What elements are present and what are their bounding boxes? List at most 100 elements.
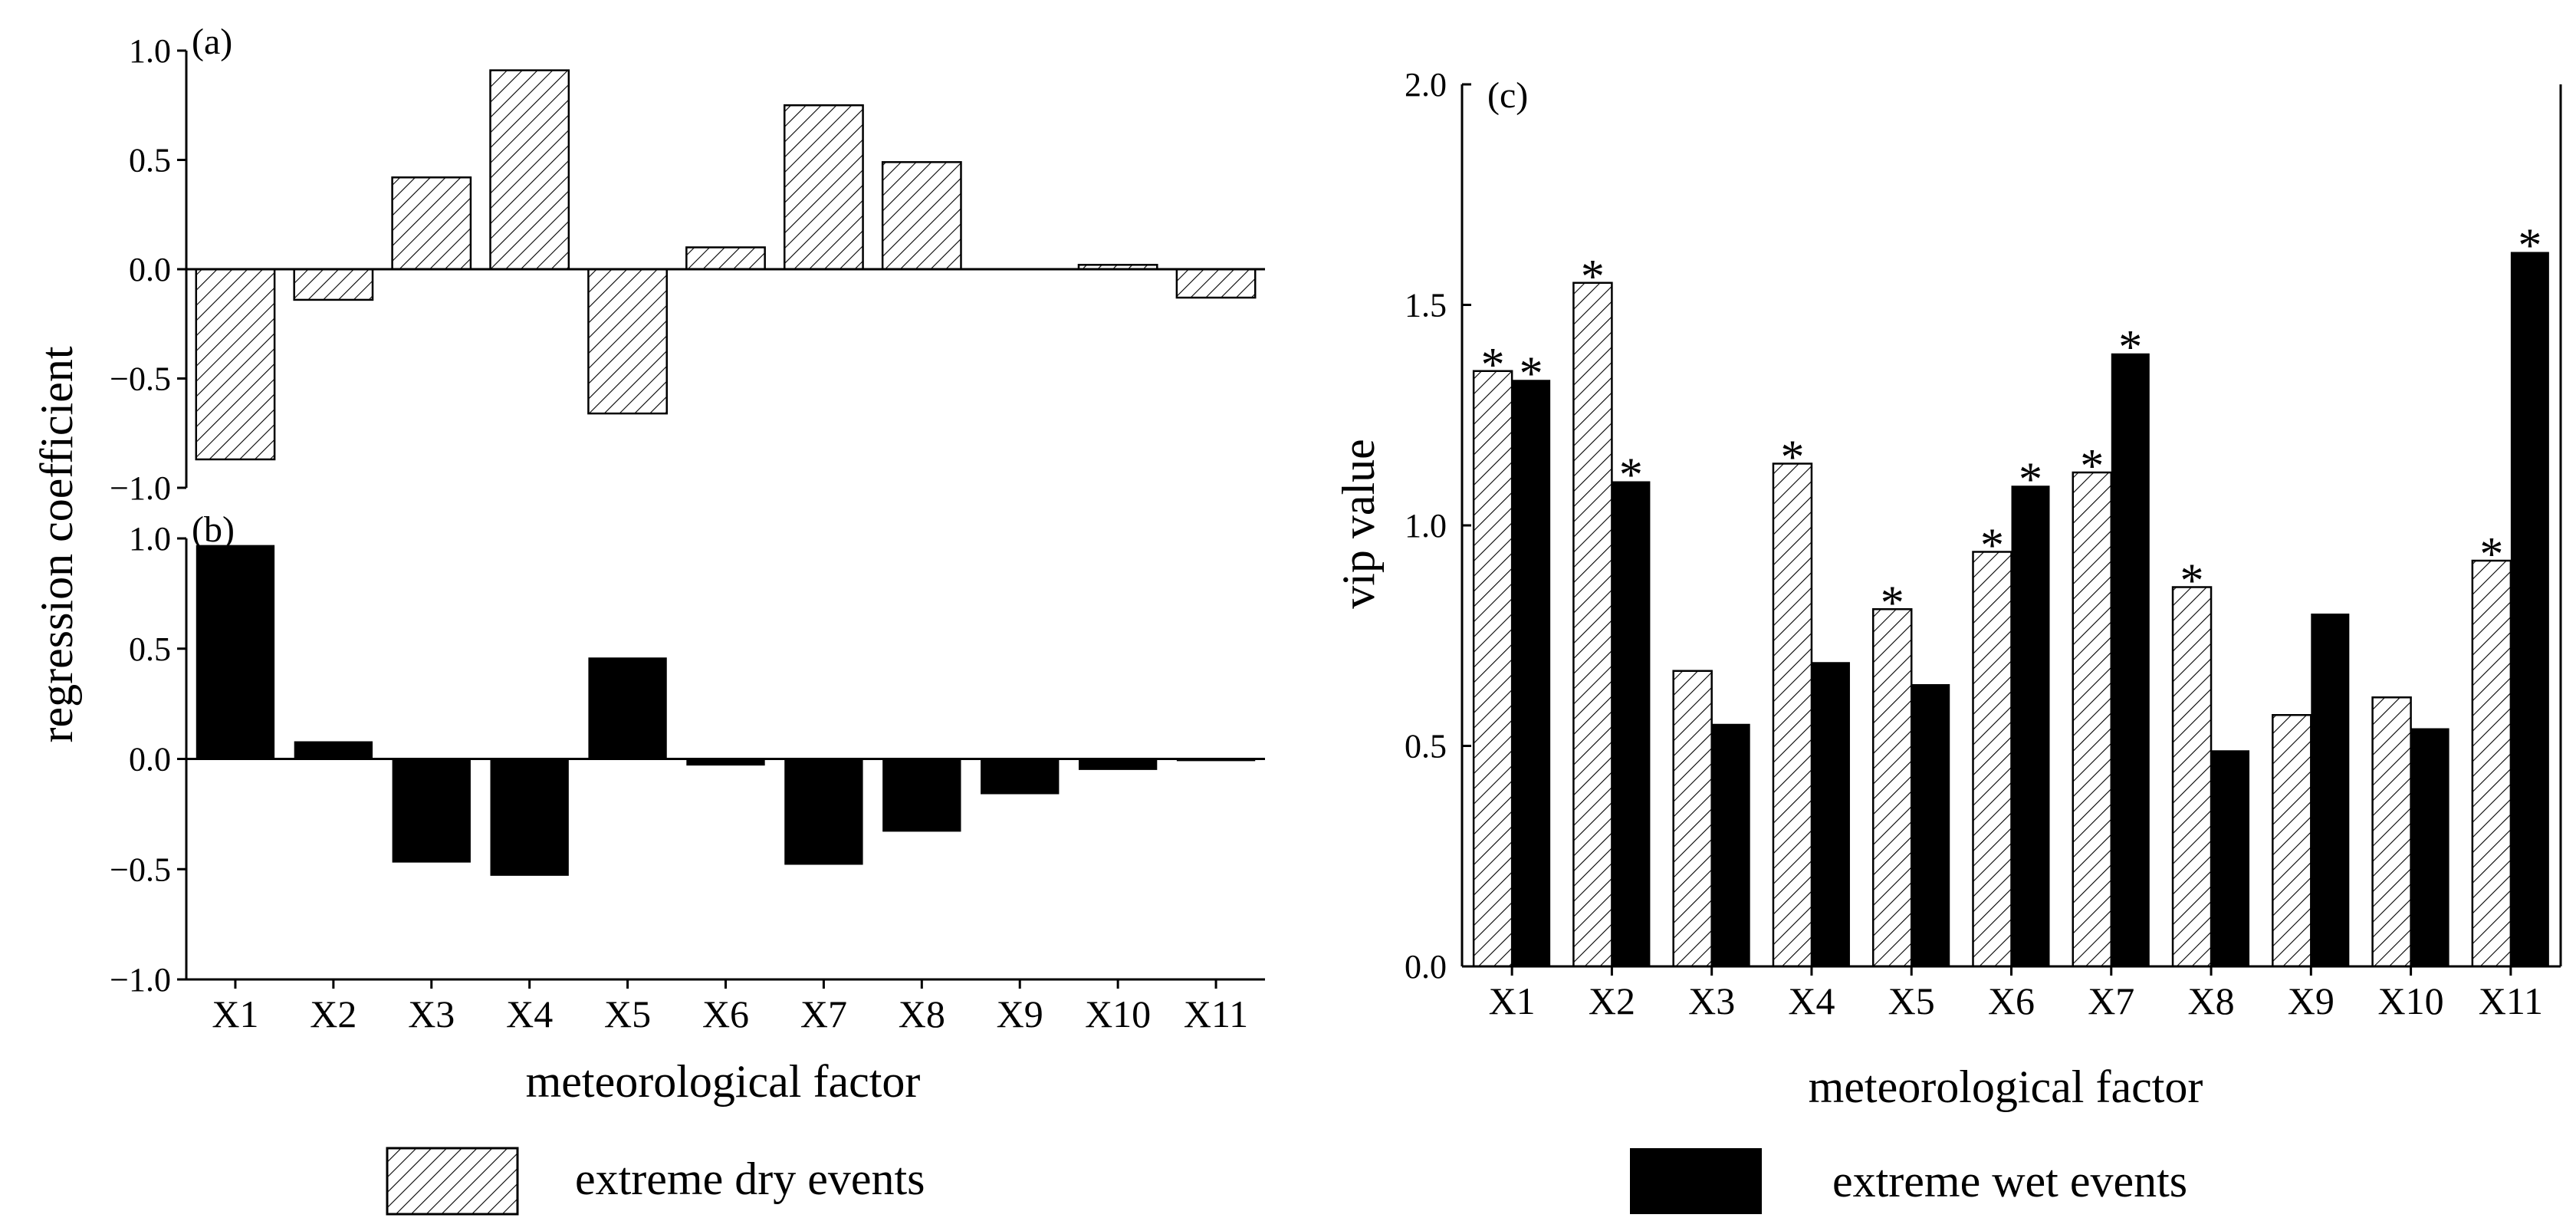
legend: extreme dry events extreme wet events	[386, 1147, 2187, 1216]
significance-star: *	[2518, 220, 2542, 272]
significance-star: *	[1881, 577, 1904, 629]
significance-star: *	[1780, 432, 1804, 484]
bar-dry	[1871, 608, 1913, 968]
legend-label-wet: extreme wet events	[1832, 1156, 2187, 1206]
bar-wet	[196, 545, 275, 759]
bar-dry	[783, 104, 864, 271]
y-tick-label: 1.5	[1405, 287, 1447, 324]
x-tick-label: X9	[997, 992, 1043, 1035]
bar-wet	[588, 657, 667, 759]
y-tick-label: 1.0	[129, 32, 171, 70]
legend-swatch-wet	[1630, 1148, 1762, 1214]
y-tick-label: 0.5	[129, 630, 171, 668]
bar-dry	[1572, 281, 1613, 968]
right-x-axis-label: meteorological factor	[1809, 1061, 2203, 1112]
x-tick-label: X7	[800, 992, 847, 1035]
legend-swatch-dry	[386, 1147, 519, 1216]
y-tick-label: 2.0	[1405, 66, 1447, 104]
y-tick-label: 0.0	[129, 741, 171, 778]
bar-wet	[1711, 723, 1750, 966]
bar-dry	[2471, 559, 2512, 968]
bar-dry	[2072, 471, 2113, 968]
x-tick-label: X3	[1688, 979, 1735, 1022]
panel-a-chart: (a) 1.0 0.5 0.0 −0.5 −1.0	[110, 21, 1265, 507]
x-tick-label: X4	[1788, 979, 1835, 1022]
right-y-axis-label: vip value	[1333, 439, 1384, 609]
bar-wet	[2311, 614, 2350, 966]
left-x-axis-label: meteorological factor	[526, 1056, 921, 1107]
x-tick-label: X10	[2378, 979, 2444, 1022]
bar-wet	[392, 759, 471, 863]
bar-dry	[1772, 462, 1813, 968]
bar-dry	[1472, 370, 1513, 968]
bar-dry	[1175, 268, 1257, 299]
bar-wet	[1911, 684, 1950, 966]
x-tick-label: X6	[702, 992, 749, 1035]
bar-dry	[489, 69, 570, 271]
bar-dry	[1972, 551, 2013, 968]
significance-star: *	[2080, 440, 2104, 492]
y-tick-label: 1.0	[129, 520, 171, 558]
bar-wet	[1176, 759, 1256, 762]
panel-b-chart: (b) 1.0 0.5 0.0 −0.5 −1.0 X1 X2 X3 X4 X5 X6 X7 X8 X9 X…	[110, 509, 1265, 1035]
significance-star: *	[1581, 251, 1605, 303]
y-tick-label: −1.0	[110, 961, 171, 999]
x-tick-label: X11	[2479, 979, 2543, 1022]
bar-wet	[981, 759, 1060, 795]
significance-star: *	[2118, 321, 2142, 374]
y-tick-label: 1.0	[1405, 507, 1447, 545]
significance-star: *	[2180, 555, 2204, 607]
x-tick-label: X4	[506, 992, 553, 1035]
x-tick-label: X10	[1085, 992, 1151, 1035]
bar-dry	[293, 268, 374, 301]
bar-dry	[881, 161, 962, 271]
bar-wet	[882, 759, 961, 832]
y-tick-label: 0.0	[129, 251, 171, 288]
bar-dry	[1672, 670, 1713, 968]
x-tick-label: X8	[899, 992, 945, 1035]
x-tick-label: X5	[1888, 979, 1935, 1022]
x-tick-label: X7	[2088, 979, 2134, 1022]
bar-dry	[195, 268, 276, 461]
bar-wet	[2410, 728, 2450, 966]
x-tick-label: X6	[1988, 979, 2035, 1022]
x-tick-label: X1	[1489, 979, 1536, 1022]
bar-dry	[2371, 696, 2412, 968]
significance-star: *	[2019, 453, 2042, 505]
x-tick-label: X2	[310, 992, 356, 1035]
bar-wet	[784, 759, 863, 865]
bar-dry	[587, 268, 669, 415]
significance-star: *	[1520, 347, 1543, 400]
bar-wet	[1811, 662, 1850, 966]
bar-wet	[490, 759, 569, 876]
x-tick-label: X3	[408, 992, 455, 1035]
x-tick-label: X11	[1184, 992, 1248, 1035]
bar-dry	[391, 176, 472, 271]
bar-dry	[2272, 714, 2312, 968]
y-tick-label: 0.5	[129, 142, 171, 179]
bar-wet	[686, 759, 765, 766]
y-tick-label: 0.0	[1405, 948, 1447, 986]
y-tick-label: −0.5	[110, 851, 171, 888]
x-tick-label: X9	[2288, 979, 2334, 1022]
x-tick-label: X1	[212, 992, 258, 1035]
significance-star: *	[1619, 449, 1643, 502]
bar-wet	[2011, 485, 2050, 966]
x-tick-label: X5	[604, 992, 651, 1035]
left-y-axis-label: regression coefficient	[31, 346, 82, 742]
bar-wet	[1612, 481, 1651, 966]
panel-b-label: (b)	[192, 509, 235, 550]
bar-wet	[294, 741, 373, 759]
bar-wet	[1512, 380, 1551, 966]
significance-star: *	[1481, 339, 1505, 391]
panel-a-label: (a)	[192, 21, 232, 62]
y-tick-label: −1.0	[110, 469, 171, 507]
bar-wet	[2510, 252, 2549, 966]
bar-dry	[2171, 586, 2213, 968]
panel-c-chart: (c) 0.0 0.5 1.0 1.5 2.0 X1 * * X2 * * X3 X4 * X5 * X6 * * X…	[1405, 66, 2562, 1022]
y-tick-label: −0.5	[110, 360, 171, 398]
bar-wet	[2111, 353, 2150, 966]
panel-c-label: (c)	[1487, 75, 1528, 116]
legend-label-dry: extreme dry events	[575, 1154, 925, 1204]
